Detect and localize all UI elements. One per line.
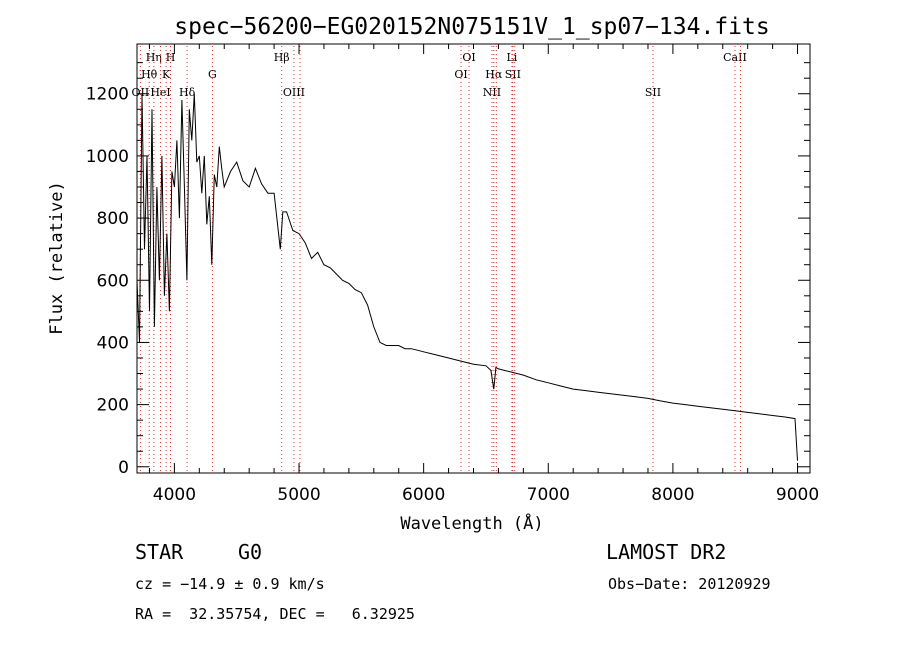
y-axis-label: Flux (relative) [47, 181, 67, 335]
line-label: OIII [283, 86, 305, 99]
line-label: Hα [485, 68, 503, 81]
spectral-subclass: G0 [238, 540, 263, 564]
x-tick-label: 8000 [651, 485, 694, 505]
line-label: NII [483, 86, 501, 99]
redshift-text: cz = −14.9 ± 0.9 km/s [135, 575, 325, 593]
survey-name: LAMOST DR2 [606, 540, 727, 564]
line-label: OI [454, 68, 467, 81]
y-tick-label: 0 [118, 458, 129, 478]
object-class: STAR [135, 540, 184, 564]
line-label: SII [645, 86, 661, 99]
line-label: Hθ [141, 68, 158, 81]
plot-frame [136, 43, 811, 474]
chart-title: spec−56200−EG020152N075151V_1_sp07−134.f… [174, 14, 769, 40]
x-tick-label: 5000 [277, 485, 320, 505]
y-tick-label: 600 [97, 271, 129, 291]
line-label: OII [132, 86, 150, 99]
axes: 4000 5000 6000 7000 8000 9000 0 200 400 600 800 100… [86, 44, 819, 505]
y-tick-label: 1000 [86, 147, 129, 167]
x-tick-label: 7000 [527, 485, 570, 505]
line-label: HeI [150, 86, 170, 99]
line-label: G [208, 68, 217, 81]
spectrum-line [136, 93, 798, 461]
line-label: Hβ [274, 51, 290, 64]
x-axis-label: Wavelength (Å) [400, 512, 543, 534]
line-label: H [166, 51, 176, 64]
line-label: OI [462, 51, 475, 64]
coordinates: RA = 32.35754, DEC = 6.32925 [135, 605, 415, 623]
line-label: CaII [723, 51, 747, 64]
y-tick-label: 800 [97, 209, 129, 229]
line-label: Hη [146, 51, 162, 64]
x-tick-label: 4000 [153, 485, 196, 505]
y-tick-label: 1200 [86, 85, 129, 105]
observation-date: Obs−Date: 20120929 [608, 575, 771, 593]
line-label: SII [505, 68, 521, 81]
line-label: K [162, 68, 171, 81]
y-tick-label: 200 [97, 396, 129, 416]
x-tick-label: 6000 [402, 485, 445, 505]
x-tick-label: 9000 [776, 485, 819, 505]
y-tick-label: 400 [97, 333, 129, 353]
line-label: Hδ [179, 86, 196, 99]
line-label: Li [506, 51, 517, 64]
